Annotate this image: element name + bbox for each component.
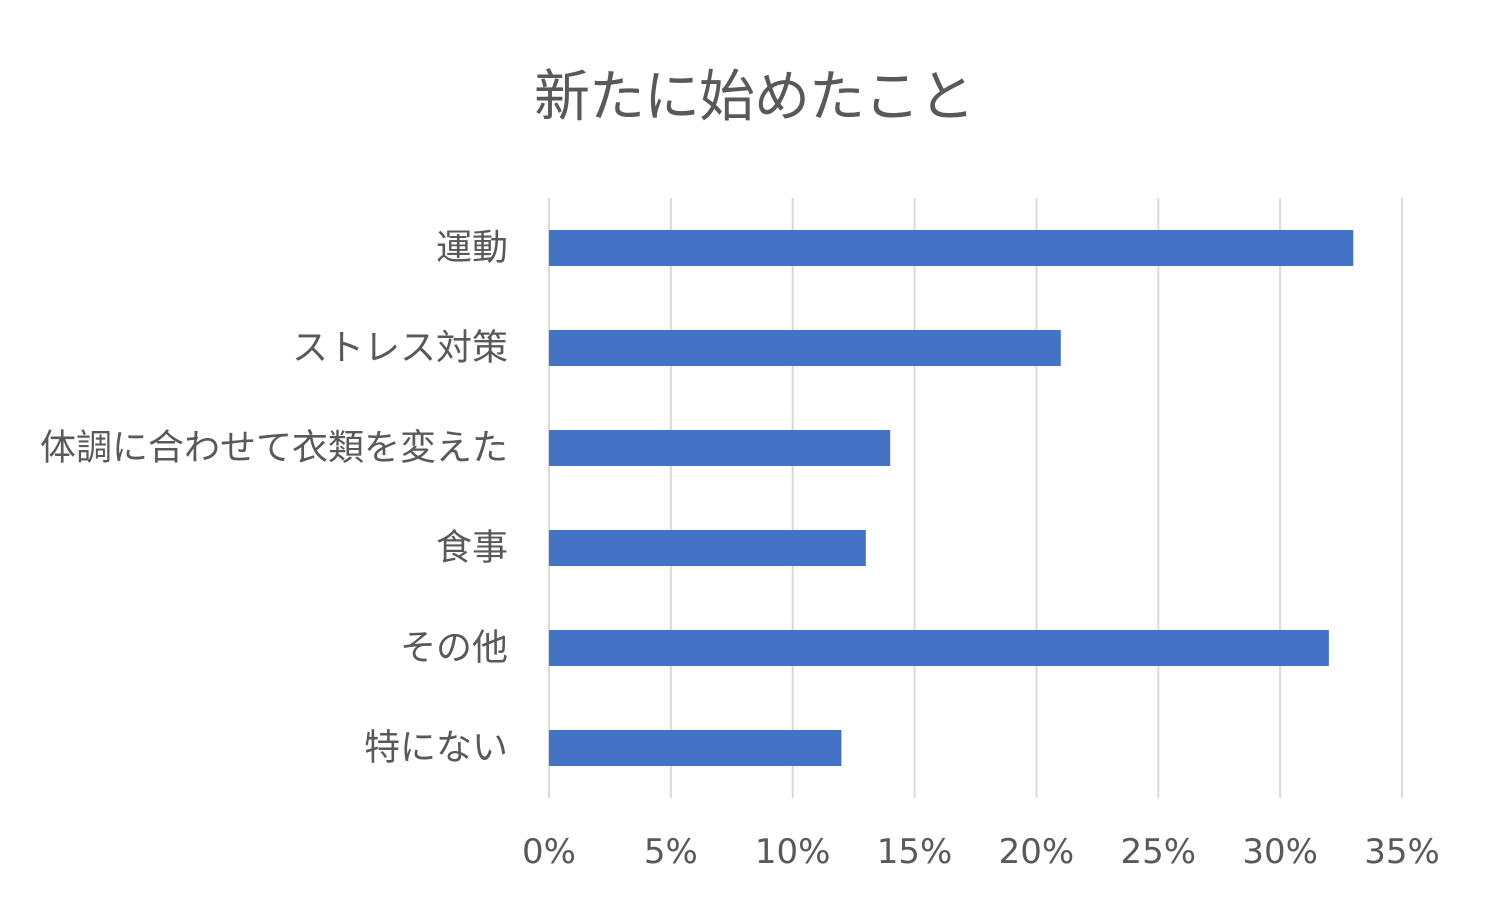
bar xyxy=(549,530,866,566)
x-tick-labels: 0% 5% 10% 15% 20% 25% 30% 35% xyxy=(522,832,1440,872)
x-tick-label: 15% xyxy=(877,832,953,872)
bar xyxy=(549,630,1329,666)
category-label: ストレス対策 xyxy=(292,328,508,369)
bar xyxy=(549,430,891,466)
x-tick-label: 30% xyxy=(1242,832,1318,872)
bars xyxy=(549,230,1354,766)
bar xyxy=(549,330,1061,366)
category-label: その他 xyxy=(400,628,508,669)
category-label: 食事 xyxy=(436,528,508,569)
x-tick-label: 5% xyxy=(644,832,698,872)
category-label: 特にない xyxy=(364,728,508,769)
x-tick-label: 20% xyxy=(999,832,1075,872)
x-tick-label: 0% xyxy=(522,832,576,872)
bar xyxy=(549,230,1354,266)
category-label: 体調に合わせて衣類を変えた xyxy=(40,428,508,469)
x-tick-label: 35% xyxy=(1364,832,1440,872)
x-tick-label: 25% xyxy=(1120,832,1196,872)
chart-title: 新たに始めたこと xyxy=(534,65,975,130)
bar xyxy=(549,730,842,766)
category-label: 運動 xyxy=(436,228,508,269)
x-tick-label: 10% xyxy=(755,832,831,872)
gridlines xyxy=(548,198,1403,798)
